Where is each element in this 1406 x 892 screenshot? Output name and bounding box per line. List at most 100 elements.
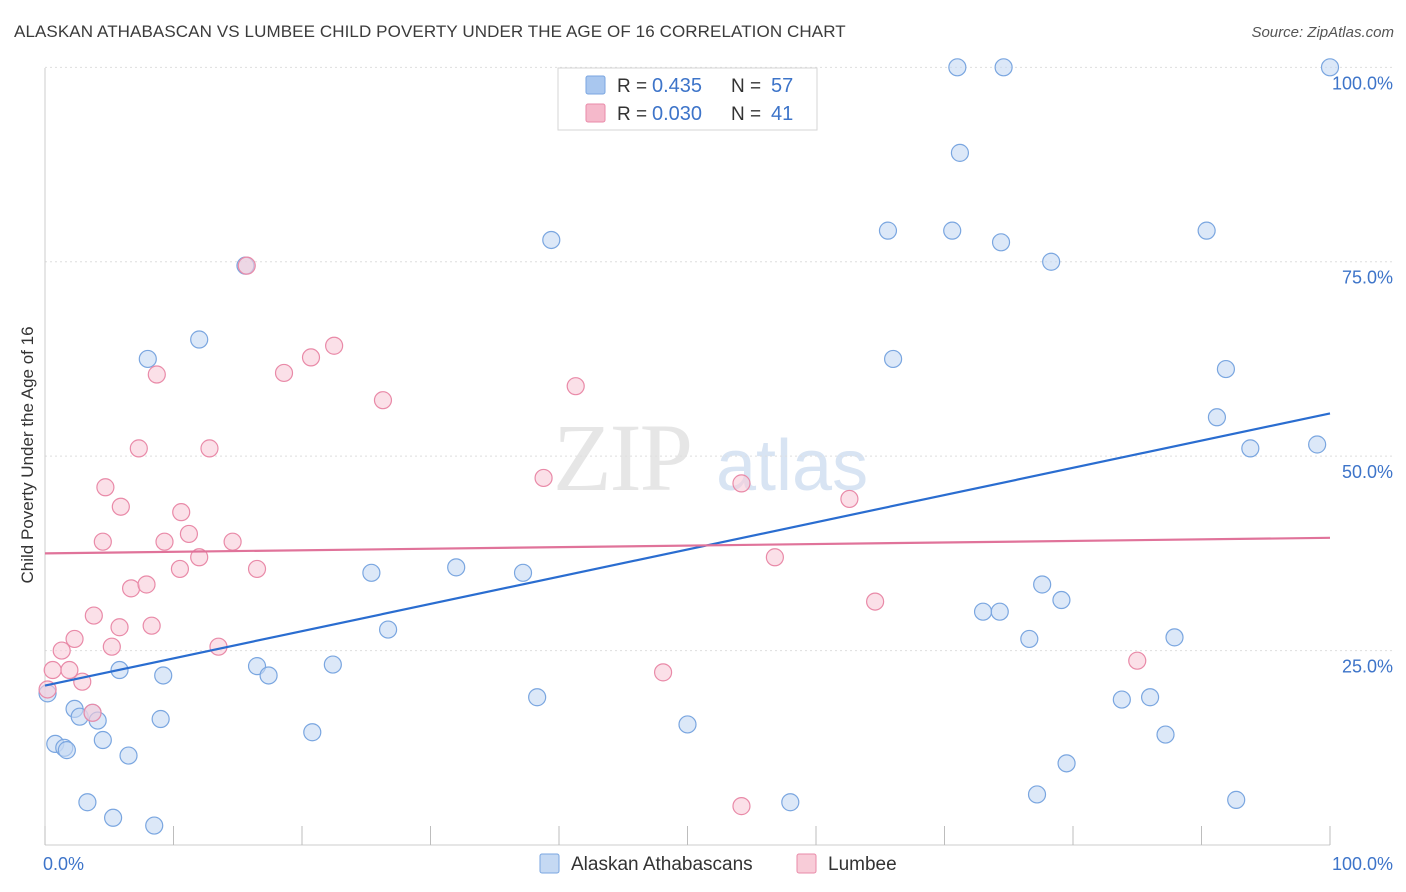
data-point — [950, 143, 970, 162]
data-point — [362, 563, 381, 582]
gridlines — [45, 66, 1395, 652]
stats-r-label: R = — [617, 76, 647, 97]
data-point — [83, 703, 102, 722]
y-tick-labels: 25.0% 50.0% 75.0% 100.0% — [1332, 73, 1393, 676]
stats-legend: R = 0.435 N = 57 R = 0.030 N = 41 — [557, 67, 818, 131]
data-point — [111, 497, 130, 516]
x-tick-label-min: 0.0% — [43, 854, 84, 874]
data-point — [110, 618, 129, 637]
chart-title: ALASKAN ATHABASCAN VS LUMBEE CHILD POVER… — [14, 22, 846, 41]
data-point — [732, 474, 751, 493]
data-point — [78, 793, 97, 812]
data-point — [1057, 754, 1076, 773]
data-point — [60, 660, 79, 680]
data-point — [1052, 590, 1071, 610]
data-point — [566, 377, 585, 396]
data-point — [1020, 629, 1039, 649]
data-point — [138, 349, 157, 369]
data-point — [781, 793, 800, 812]
data-point — [948, 58, 967, 77]
data-point — [93, 730, 112, 750]
data-point — [170, 559, 190, 579]
data-point — [96, 478, 115, 497]
series-legend-swatch — [796, 853, 817, 874]
data-point — [325, 336, 344, 355]
stats-legend-swatch — [585, 75, 606, 95]
data-point — [151, 709, 170, 729]
data-point — [866, 592, 885, 611]
data-point — [190, 330, 209, 349]
x-tick-label-max: 100.0% — [1332, 854, 1393, 874]
data-point — [323, 655, 342, 674]
data-point — [994, 58, 1013, 77]
data-point — [1128, 651, 1147, 670]
stats-n-value: 57 — [771, 75, 793, 97]
data-point — [84, 606, 103, 625]
series-legend-label: Lumbee — [828, 854, 897, 875]
data-point — [534, 468, 553, 488]
series-alaskan-athabascans-points — [38, 58, 1340, 835]
stats-r-value: 0.030 — [652, 103, 702, 125]
stats-r-value: 0.435 — [652, 75, 702, 97]
data-point — [119, 746, 138, 765]
data-point — [1033, 575, 1052, 594]
data-point — [274, 363, 294, 383]
data-point — [1027, 785, 1047, 804]
data-point — [373, 391, 393, 410]
data-point — [883, 349, 903, 369]
data-point — [223, 532, 242, 551]
data-point — [93, 532, 112, 551]
data-point — [145, 816, 164, 835]
data-point — [190, 548, 209, 567]
series-legend: Alaskan Athabascans Lumbee — [539, 853, 897, 875]
stats-n-label: N = — [731, 104, 761, 125]
data-point — [1207, 408, 1227, 427]
data-point — [653, 663, 673, 682]
data-point — [147, 365, 166, 384]
data-point — [179, 524, 199, 544]
data-point — [1227, 790, 1246, 809]
data-point — [1156, 725, 1175, 744]
data-point — [513, 563, 533, 582]
data-point — [102, 637, 121, 656]
data-point — [237, 256, 256, 275]
data-point — [973, 602, 993, 621]
data-point — [137, 575, 156, 594]
data-point — [990, 602, 1009, 621]
y-tick-label: 25.0% — [1342, 657, 1393, 677]
chart-source: Source: ZipAtlas.com — [1251, 24, 1394, 41]
y-tick-label: 50.0% — [1342, 462, 1393, 482]
y-tick-label: 75.0% — [1342, 268, 1393, 288]
data-point — [129, 439, 148, 458]
data-point — [65, 629, 84, 649]
data-point — [378, 620, 398, 639]
data-point — [878, 221, 898, 240]
axes — [44, 68, 1331, 846]
stats-n-label: N = — [731, 76, 761, 97]
data-point — [172, 503, 191, 522]
watermark-zip: ZIP — [553, 404, 691, 511]
data-point — [154, 666, 173, 685]
data-point — [840, 489, 859, 509]
trend-lines — [44, 412, 1331, 687]
data-point — [121, 579, 141, 598]
trend-line — [44, 412, 1331, 687]
data-point — [542, 230, 561, 250]
data-point — [447, 558, 466, 577]
data-point — [1165, 628, 1184, 647]
data-point — [303, 723, 322, 742]
data-point — [1042, 252, 1061, 271]
x-tick-labels: 0.0% 100.0% — [43, 854, 1393, 874]
stats-n-value: 41 — [771, 103, 793, 125]
data-point — [43, 660, 62, 680]
data-point — [765, 548, 784, 567]
data-point — [1112, 690, 1131, 709]
data-point — [1216, 359, 1236, 379]
data-point — [1320, 58, 1340, 77]
data-point — [155, 532, 174, 551]
data-point — [943, 221, 962, 240]
stats-r-label: R = — [617, 104, 647, 125]
data-point — [528, 688, 547, 707]
data-point — [200, 439, 219, 458]
